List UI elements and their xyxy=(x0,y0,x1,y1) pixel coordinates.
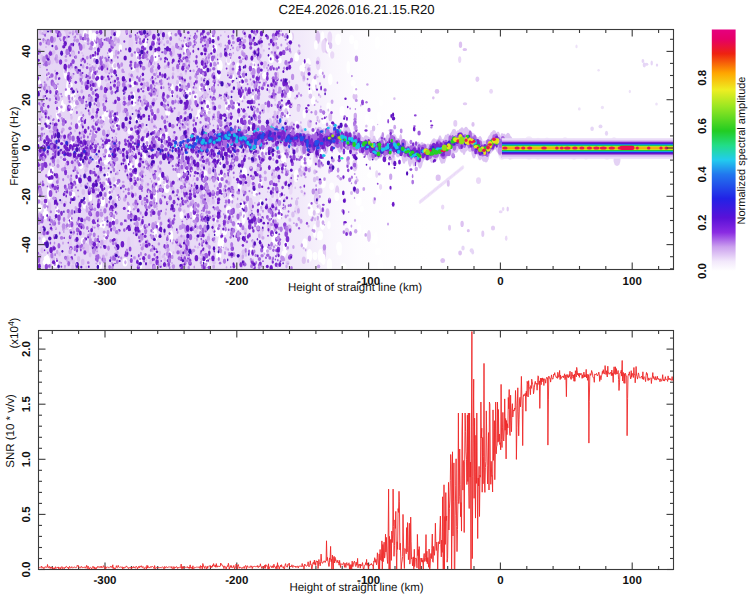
svg-text:0.5: 0.5 xyxy=(21,506,33,523)
svg-text:40: 40 xyxy=(21,45,33,58)
svg-text:-20: -20 xyxy=(21,188,33,205)
svg-text:100: 100 xyxy=(623,276,642,288)
svg-text:-300: -300 xyxy=(93,276,116,288)
svg-text:0.8: 0.8 xyxy=(697,69,709,86)
svg-text:Normalized spectral amplitude: Normalized spectral amplitude xyxy=(736,77,748,225)
svg-text:0.4: 0.4 xyxy=(697,166,709,183)
svg-text:Height of straight line (km): Height of straight line (km) xyxy=(289,582,423,594)
svg-text:0: 0 xyxy=(497,276,503,288)
svg-text:0.0: 0.0 xyxy=(21,562,33,578)
svg-text:20: 20 xyxy=(21,93,33,106)
svg-text:C2E4.2026.016.21.15.R20: C2E4.2026.016.21.15.R20 xyxy=(278,2,434,17)
svg-text:Frequency (Hz): Frequency (Hz) xyxy=(9,106,21,185)
svg-text:-40: -40 xyxy=(21,236,33,253)
svg-text:-300: -300 xyxy=(93,575,116,587)
svg-text:0.0: 0.0 xyxy=(697,263,709,279)
svg-text:Height of straight line (km): Height of straight line (km) xyxy=(288,282,422,294)
svg-text:0.2: 0.2 xyxy=(697,215,709,231)
svg-text:1.0: 1.0 xyxy=(21,451,33,467)
svg-text:0: 0 xyxy=(21,145,33,151)
svg-text:0: 0 xyxy=(497,575,503,587)
svg-text:2.0: 2.0 xyxy=(21,341,33,357)
svg-text:SNR (10 * v/v): SNR (10 * v/v) xyxy=(5,394,17,468)
svg-text:(x104): (x104) xyxy=(6,317,21,348)
svg-text:-200: -200 xyxy=(225,276,248,288)
svg-text:-200: -200 xyxy=(225,575,248,587)
svg-text:100: 100 xyxy=(623,575,642,587)
svg-text:1.5: 1.5 xyxy=(21,396,33,413)
svg-text:0.6: 0.6 xyxy=(697,118,709,134)
